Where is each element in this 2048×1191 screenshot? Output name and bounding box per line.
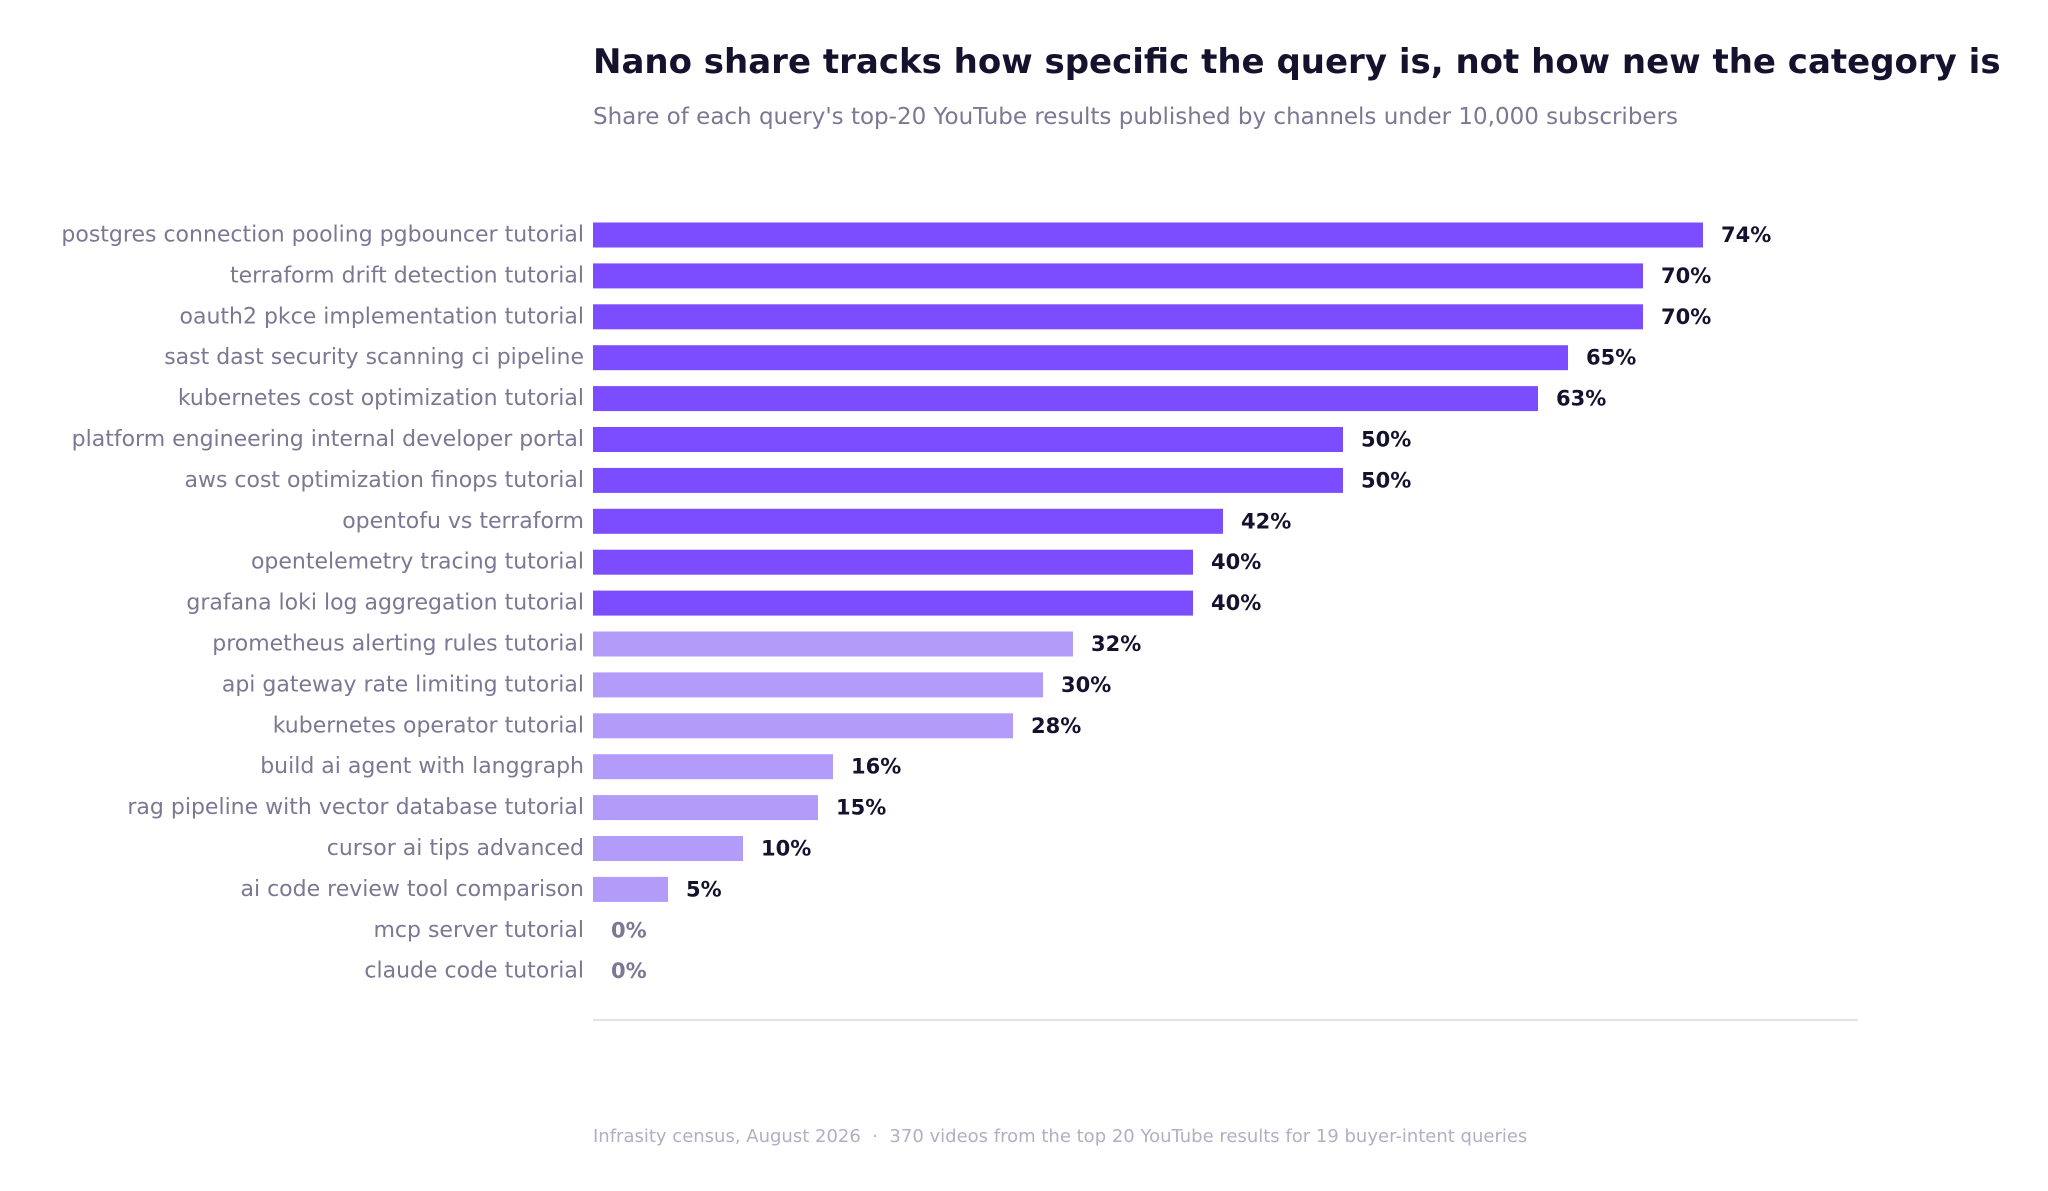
value-label: 10% <box>761 837 811 861</box>
value-label: 40% <box>1211 550 1261 574</box>
category-label: kubernetes operator tutorial <box>273 713 584 738</box>
value-label: 70% <box>1661 264 1711 288</box>
bar <box>593 590 1193 616</box>
bar <box>593 836 743 861</box>
chart-subtitle: Share of each query's top-20 YouTube res… <box>593 104 1679 130</box>
category-label: ai code review tool comparison <box>241 877 585 902</box>
category-label: rag pipeline with vector database tutori… <box>127 795 584 820</box>
category-label: postgres connection pooling pgbouncer tu… <box>61 223 584 248</box>
bar <box>593 222 1703 248</box>
category-label: claude code tutorial <box>364 959 584 984</box>
bar <box>593 549 1193 575</box>
category-label: oauth2 pkce implementation tutorial <box>180 304 585 329</box>
value-label: 15% <box>836 796 886 820</box>
value-label: 50% <box>1361 468 1411 492</box>
bar <box>593 467 1343 493</box>
value-label: 28% <box>1031 714 1081 738</box>
category-label: build ai agent with langgraph <box>260 754 584 779</box>
category-label: sast dast security scanning ci pipeline <box>164 345 584 370</box>
category-label: opentelemetry tracing tutorial <box>251 550 584 575</box>
bar <box>593 304 1643 330</box>
value-label: 30% <box>1061 673 1111 697</box>
value-label: 32% <box>1091 632 1141 656</box>
value-label: 74% <box>1721 223 1771 247</box>
bar <box>593 754 833 780</box>
value-label: 0% <box>611 959 647 983</box>
value-label: 42% <box>1241 509 1291 533</box>
bar <box>593 876 668 902</box>
bar <box>593 631 1073 657</box>
value-label: 40% <box>1211 591 1261 615</box>
bar <box>593 508 1223 534</box>
bar <box>593 672 1043 698</box>
value-label: 70% <box>1661 305 1711 329</box>
bar <box>593 795 818 821</box>
bar <box>593 345 1568 371</box>
category-label: prometheus alerting rules tutorial <box>212 632 584 657</box>
bar <box>593 427 1343 452</box>
value-label: 5% <box>686 877 722 901</box>
value-label: 63% <box>1556 387 1606 411</box>
bar <box>593 263 1643 289</box>
bar <box>593 713 1013 739</box>
value-label: 65% <box>1586 346 1636 370</box>
category-label: opentofu vs terraform <box>342 509 584 534</box>
category-label: kubernetes cost optimization tutorial <box>178 386 584 411</box>
chart-title: Nano share tracks how specific the query… <box>593 42 2001 82</box>
category-label: platform engineering internal developer … <box>72 427 584 452</box>
category-label: mcp server tutorial <box>373 918 584 943</box>
category-label: terraform drift detection tutorial <box>230 263 584 288</box>
value-label: 0% <box>611 918 647 942</box>
category-label: cursor ai tips advanced <box>327 836 584 861</box>
bar <box>593 386 1538 412</box>
value-label: 50% <box>1361 428 1411 452</box>
category-label: grafana loki log aggregation tutorial <box>186 591 584 616</box>
chart-footnote: Infrasity census, August 2026 · 370 vide… <box>593 1126 1528 1147</box>
category-label: api gateway rate limiting tutorial <box>222 672 584 697</box>
value-label: 16% <box>851 755 901 779</box>
category-label: aws cost optimization finops tutorial <box>184 468 584 493</box>
bars-group: postgres connection pooling pgbouncer tu… <box>61 222 1771 984</box>
